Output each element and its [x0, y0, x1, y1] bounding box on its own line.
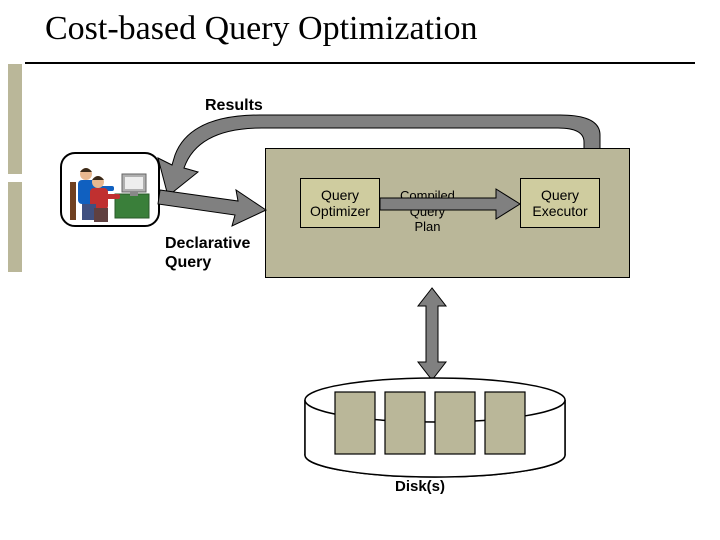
disk-cylinder: [0, 0, 720, 540]
slide-root: Cost-based Query Optimization Results: [0, 0, 720, 540]
disks-label: Disk(s): [395, 478, 445, 495]
